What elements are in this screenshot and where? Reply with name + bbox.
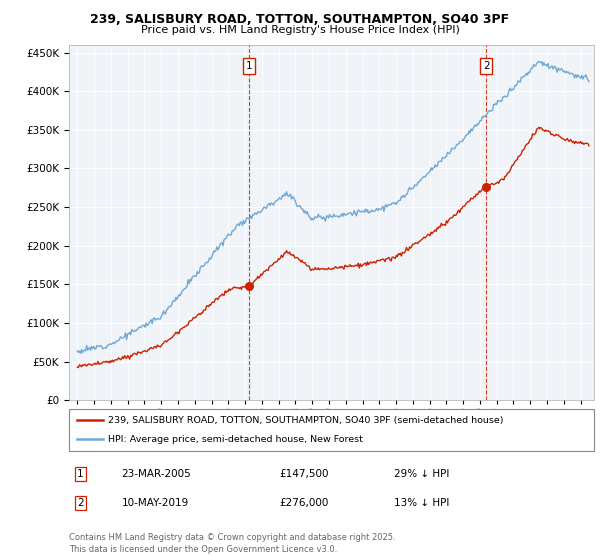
Text: 239, SALISBURY ROAD, TOTTON, SOUTHAMPTON, SO40 3PF: 239, SALISBURY ROAD, TOTTON, SOUTHAMPTON… (91, 13, 509, 26)
Text: 2: 2 (77, 498, 84, 508)
Text: 23-MAR-2005: 23-MAR-2005 (121, 469, 191, 479)
Text: £276,000: £276,000 (279, 498, 328, 508)
Text: Price paid vs. HM Land Registry's House Price Index (HPI): Price paid vs. HM Land Registry's House … (140, 25, 460, 35)
Text: 2: 2 (483, 61, 490, 71)
Text: 1: 1 (245, 61, 252, 71)
Text: 239, SALISBURY ROAD, TOTTON, SOUTHAMPTON, SO40 3PF (semi-detached house): 239, SALISBURY ROAD, TOTTON, SOUTHAMPTON… (109, 416, 504, 424)
Text: 10-MAY-2019: 10-MAY-2019 (121, 498, 189, 508)
Text: 29% ↓ HPI: 29% ↓ HPI (395, 469, 450, 479)
Text: Contains HM Land Registry data © Crown copyright and database right 2025.
This d: Contains HM Land Registry data © Crown c… (69, 533, 395, 554)
Text: 1: 1 (77, 469, 84, 479)
Text: £147,500: £147,500 (279, 469, 329, 479)
Text: 13% ↓ HPI: 13% ↓ HPI (395, 498, 450, 508)
Text: HPI: Average price, semi-detached house, New Forest: HPI: Average price, semi-detached house,… (109, 435, 363, 444)
FancyBboxPatch shape (69, 409, 594, 451)
